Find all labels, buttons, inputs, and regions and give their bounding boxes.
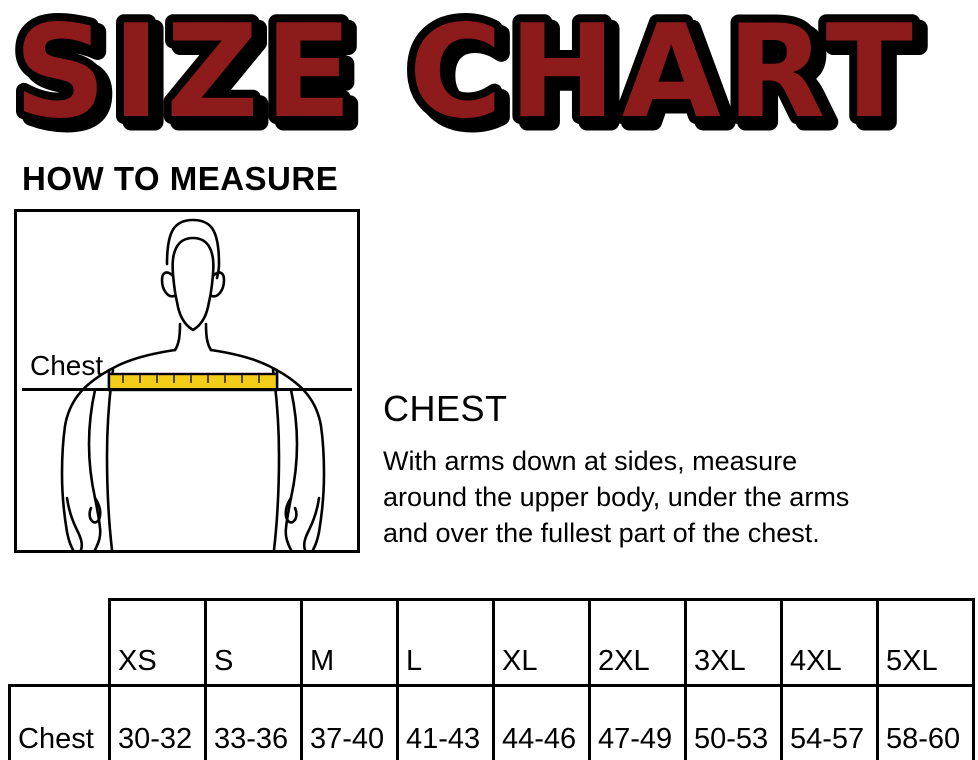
table-cell-chest-5xl: 58-60 (876, 684, 975, 760)
table-row-label-chest: Chest (8, 684, 111, 760)
description-line: around the upper body, under the arms (383, 481, 850, 512)
measurement-diagram-box (14, 209, 360, 553)
table-cell-chest-s: 33-36 (204, 684, 303, 760)
page-title: SIZE CHART SIZE CHART SIZE CHART (0, 0, 978, 150)
table-header-l: L (396, 598, 495, 687)
table-cell-chest-2xl: 47-49 (588, 684, 687, 760)
table-header-m: M (300, 598, 399, 687)
description-line: With arms down at sides, measure (383, 445, 798, 476)
measurement-description-title: CHEST (383, 388, 508, 429)
table-cell-chest-xs: 30-32 (108, 684, 207, 760)
table-cell-chest-m: 37-40 (300, 684, 399, 760)
table-cell-chest-xl: 44-46 (492, 684, 591, 760)
chest-callout-label: Chest (30, 350, 104, 381)
page-title-text: SIZE CHART (14, 0, 919, 147)
table-header-2xl: 2XL (588, 598, 687, 687)
description-line: and over the fullest part of the chest. (383, 517, 820, 548)
measurement-description: CHEST With arms down at sides, measure a… (383, 390, 973, 552)
table-cell-chest-l: 41-43 (396, 684, 495, 760)
chest-callout-leader-line (22, 388, 352, 391)
table-corner-blank (10, 600, 110, 686)
chest-callout: Chest (22, 352, 352, 398)
size-table: XS S M L XL 2XL 3XL 4XL 5XL Chest 30-32 … (8, 598, 975, 760)
table-header-3xl: 3XL (684, 598, 783, 687)
table-header-4xl: 4XL (780, 598, 879, 687)
table-header-s: S (204, 598, 303, 687)
measurement-description-body: With arms down at sides, measure around … (383, 444, 973, 552)
table-header-row: XS S M L XL 2XL 3XL 4XL 5XL (10, 598, 975, 687)
table-cell-chest-3xl: 50-53 (684, 684, 783, 760)
table-header-5xl: 5XL (876, 598, 975, 687)
table-cell-chest-4xl: 54-57 (780, 684, 879, 760)
page-title-shadow: SIZE CHART (21, 4, 926, 150)
table-header-xs: XS (108, 598, 207, 687)
table-row: Chest 30-32 33-36 37-40 41-43 44-46 47-4… (8, 684, 975, 760)
page-title-outline: SIZE CHART (14, 0, 919, 147)
how-to-measure-heading: HOW TO MEASURE (22, 160, 339, 197)
table-header-xl: XL (492, 598, 591, 687)
body-figure-icon (60, 218, 326, 550)
